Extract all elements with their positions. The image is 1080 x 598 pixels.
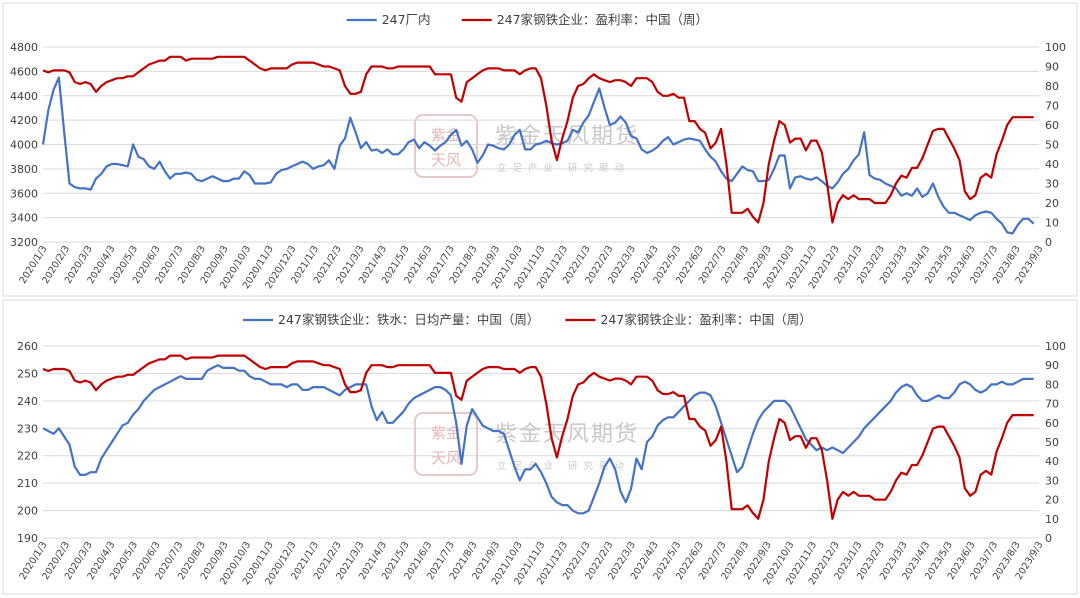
watermark-seal-top: 紫金 bbox=[431, 126, 461, 144]
series-line-blue bbox=[42, 364, 1034, 515]
right-axis-tick-label: 60 bbox=[1045, 417, 1059, 430]
right-axis-tick-label: 40 bbox=[1045, 158, 1059, 171]
chart-panel-1: 3200 3400 3600 3800 4000 4200 4400 4600 4800 0 10 2… bbox=[2, 2, 1078, 297]
left-axis-tick-label: 4400 bbox=[10, 90, 38, 103]
right-axis-tick-label: 30 bbox=[1045, 474, 1059, 487]
left-axis-tick-label: 260 bbox=[17, 340, 38, 353]
series-line-blue bbox=[41, 76, 1035, 235]
left-axis-tick-label: 190 bbox=[17, 532, 38, 545]
legend-entry-label: 247家钢铁企业：盈利率：中国（周） bbox=[497, 12, 708, 27]
left-axis-tick-label: 230 bbox=[17, 422, 38, 435]
left-axis-tick-label: 220 bbox=[17, 450, 38, 463]
right-axis-tick-label: 80 bbox=[1045, 378, 1059, 391]
right-axis-tick-label: 50 bbox=[1045, 436, 1059, 449]
right-axis-tick-label: 20 bbox=[1045, 494, 1059, 507]
right-axis-tick-label: 10 bbox=[1045, 217, 1059, 230]
left-axis-tick-label: 240 bbox=[17, 395, 38, 408]
left-axis-tick-label: 210 bbox=[17, 477, 38, 490]
right-axis-tick-label: 60 bbox=[1045, 119, 1059, 132]
legend-entry-label: 247厂内 bbox=[382, 12, 431, 27]
legend-entry-label: 247家钢铁企业：盈利率：中国（周） bbox=[600, 312, 811, 327]
panel-border bbox=[2, 2, 1078, 297]
right-axis-tick-label: 0 bbox=[1045, 236, 1052, 249]
right-axis-tick-label: 40 bbox=[1045, 455, 1059, 468]
right-axis-tick-label: 50 bbox=[1045, 139, 1059, 152]
right-axis-tick-label: 10 bbox=[1045, 513, 1059, 526]
series-line-red bbox=[42, 55, 1034, 224]
watermark-brand: 紫金天风期货 bbox=[495, 124, 639, 149]
watermark-seal bbox=[414, 412, 478, 476]
watermark-seal-bottom: 天风 bbox=[431, 449, 461, 467]
right-axis-tick-label: 70 bbox=[1045, 100, 1059, 113]
watermark-seal bbox=[414, 114, 478, 178]
watermark-seal-top: 紫金 bbox=[431, 424, 461, 442]
legend-entry-label: 247家钢铁企业：铁水：日均产量：中国（周） bbox=[278, 312, 539, 327]
panel-border bbox=[2, 299, 1078, 595]
right-axis-tick-label: 90 bbox=[1045, 61, 1059, 74]
right-axis-tick-label: 30 bbox=[1045, 178, 1059, 191]
right-axis-tick-label: 70 bbox=[1045, 398, 1059, 411]
right-axis-tick-label: 0 bbox=[1045, 532, 1052, 545]
chart-panel-2: 190 200 210 220 230 240 250 260 0 10 20 30 40 50 60 70 8… bbox=[2, 299, 1078, 595]
watermark-seal-bottom: 天风 bbox=[431, 151, 461, 169]
right-axis-tick-label: 100 bbox=[1045, 41, 1066, 54]
legend: 247厂内 247家钢铁企业：盈利率：中国（周） bbox=[346, 12, 708, 27]
left-axis-tick-label: 4200 bbox=[10, 114, 38, 127]
right-axis-tick-label: 90 bbox=[1045, 359, 1059, 372]
left-axis-tick-label: 3400 bbox=[10, 212, 38, 225]
left-axis-tick-label: 250 bbox=[17, 367, 38, 380]
left-axis-tick-label: 3200 bbox=[10, 236, 38, 249]
left-axis-tick-label: 3800 bbox=[10, 163, 38, 176]
watermark-slogan: 立足产业 研究驱动 bbox=[497, 162, 630, 174]
series-line-red bbox=[42, 354, 1034, 520]
left-axis-tick-label: 4600 bbox=[10, 65, 38, 78]
watermark-brand: 紫金天风期货 bbox=[495, 422, 639, 447]
left-axis-tick-label: 4800 bbox=[10, 41, 38, 54]
right-axis-tick-label: 80 bbox=[1045, 80, 1059, 93]
left-axis-tick-label: 4000 bbox=[10, 139, 38, 152]
left-axis-tick-label: 200 bbox=[17, 505, 38, 518]
legend: 247家钢铁企业：铁水：日均产量：中国（周） 247家钢铁企业：盈利率：中国（周） bbox=[243, 312, 812, 327]
left-axis-tick-label: 3600 bbox=[10, 187, 38, 200]
right-axis-tick-label: 20 bbox=[1045, 197, 1059, 210]
right-axis-tick-label: 100 bbox=[1045, 340, 1066, 353]
